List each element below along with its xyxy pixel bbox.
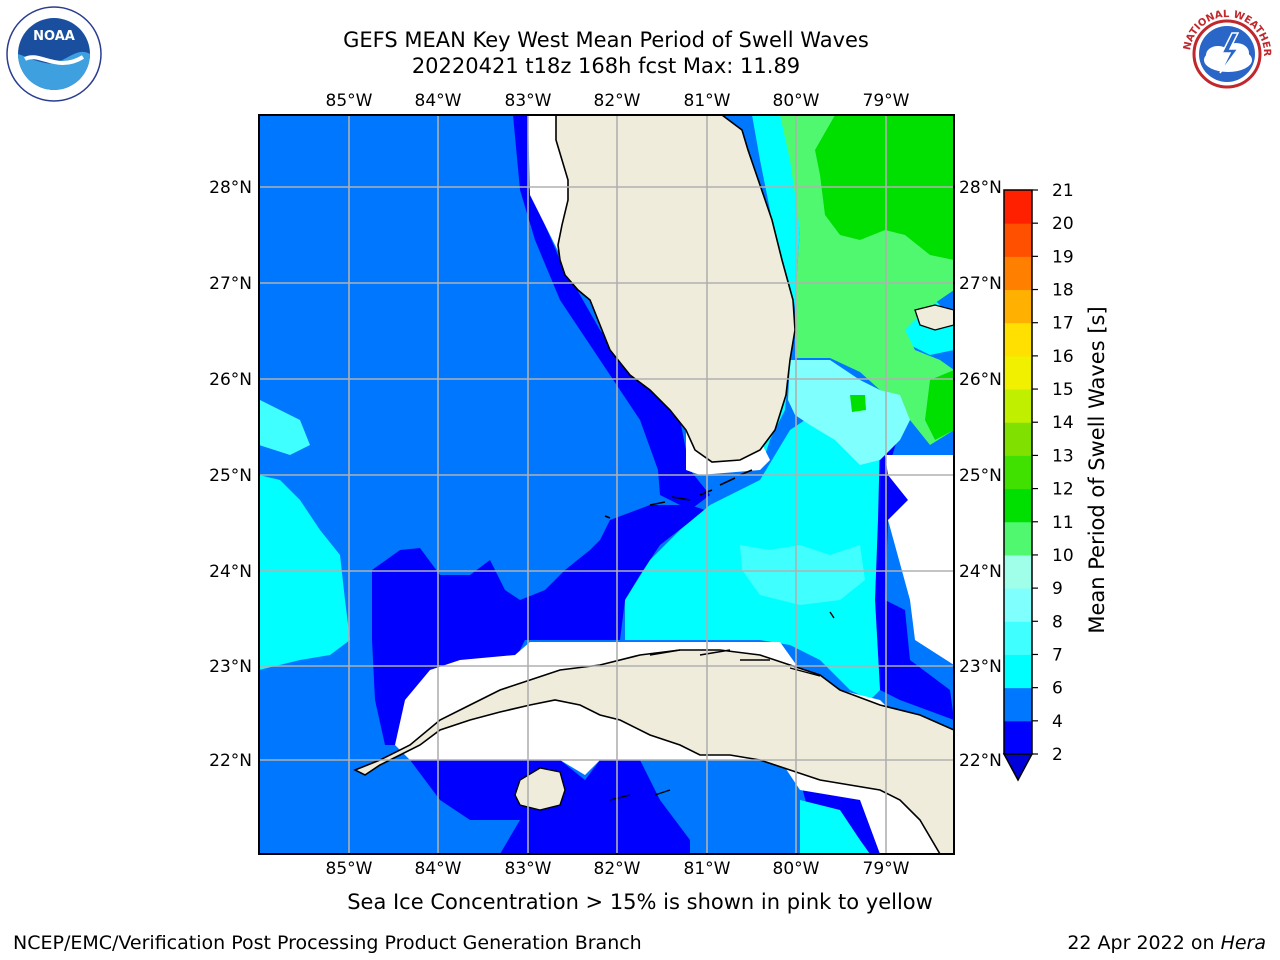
colorbar-tick-label: 19 [1052,247,1074,267]
colorbar-tick-label: 17 [1052,314,1074,334]
lon-label-bottom: 83°W [505,859,552,879]
lon-label-top: 84°W [415,91,462,111]
colorbar-tick-label: 13 [1052,446,1074,466]
lat-label-left: 24°N [209,562,252,582]
colorbar-tick-label: 4 [1052,712,1063,732]
lon-label-bottom: 81°W [684,859,731,879]
colorbar-segment [1004,554,1032,589]
colorbar-tick-label: 7 [1052,645,1063,665]
colorbar-segment [1004,687,1032,722]
lat-label-left: 27°N [209,274,252,294]
footer-credit: NCEP/EMC/Verification Post Processing Pr… [13,932,642,954]
lon-label-bottom: 85°W [326,859,373,879]
colorbar-tick-label: 20 [1052,214,1074,234]
colorbar-segment [1004,322,1032,357]
lat-label-right: 28°N [959,178,1002,198]
swell-cyan-west [259,475,350,670]
land-cuba-south-cays [609,789,671,801]
colorbar-segment [1004,455,1032,490]
lat-label-right: 25°N [959,466,1002,486]
colorbar-tick-label: 8 [1052,612,1063,632]
swell-lightcyan-straits [740,545,865,605]
colorbar-label: Mean Period of Swell Waves [s] [1085,306,1109,634]
lat-label-left: 28°N [209,178,252,198]
land-cuba-north-cays [649,611,835,677]
lat-label-right: 22°N [959,751,1002,771]
colorbar-segment [1004,256,1032,291]
colorbar-tick-label: 15 [1052,380,1074,400]
lon-label-top: 81°W [684,91,731,111]
colorbar-tick-label: 16 [1052,347,1074,367]
colorbar-tick-label: 10 [1052,546,1074,566]
map-frame [258,114,955,855]
noaa-logo-text: NOAA [33,29,75,44]
footer-date-text: 22 Apr 2022 on [1067,932,1221,954]
map-plot-area [259,115,954,854]
colorbar-segment [1004,223,1032,257]
land-keys [604,469,753,519]
nws-logo: NATIONAL WEATHER SERVICE [1178,5,1274,101]
colorbar-segment [1004,654,1032,689]
lat-label-right: 27°N [959,274,1002,294]
swell-green-dark-2 [925,370,954,440]
swell-darkblue-cuba [372,505,705,745]
land-bahamas [914,304,954,331]
swell-lightcyan-northeast [788,360,915,465]
map-graticule [259,115,954,854]
colorbar-segment [1004,521,1032,556]
lon-label-top: 82°W [594,91,641,111]
lat-label-left: 22°N [209,751,252,771]
colorbar-tick-label: 6 [1052,679,1063,699]
lon-label-bottom: 79°W [863,859,910,879]
lat-label-left: 26°N [209,370,252,390]
colorbar-frame [1003,189,1033,755]
lon-label-top: 80°W [773,91,820,111]
lon-label-bottom: 82°W [594,859,641,879]
noaa-logo: NOAA [6,6,102,102]
swell-darkblue-westcoast [513,115,710,510]
lat-label-left: 25°N [209,466,252,486]
colorbar-segment [1004,720,1032,755]
colorbar-tick-label: 12 [1052,480,1074,500]
colorbar-segment [1004,190,1032,224]
chart-title: GEFS MEAN Key West Mean Period of Swell … [343,28,869,52]
lat-label-right: 24°N [959,562,1002,582]
colorbar-tick-label: 9 [1052,579,1063,599]
colorbar-segment [1004,488,1032,523]
lat-label-left: 23°N [209,657,252,677]
lat-label-right: 26°N [959,370,1002,390]
chart-subtitle: 20220421 t18z 168h fcst Max: 11.89 [411,54,801,78]
colorbar-under-extension [1002,753,1034,782]
colorbar-tick-label: 2 [1052,745,1063,765]
lon-label-top: 83°W [505,91,552,111]
colorbar [1002,189,1034,782]
land-florida [555,115,796,463]
swell-green-dark-3 [850,395,866,412]
colorbar-segment [1004,621,1032,655]
nodata-bahamas [885,455,954,665]
colorbar-tick-label: 11 [1052,513,1074,533]
footer-host: Hera [1220,932,1266,954]
footer-date: 22 Apr 2022 on Hera [1067,932,1266,954]
colorbar-tick-label: 14 [1052,413,1074,433]
lon-label-bottom: 84°W [415,859,462,879]
colorbar-segment [1004,289,1032,324]
colorbar-segment [1004,588,1032,622]
lon-label-top: 85°W [326,91,373,111]
colorbar-tick-label: 18 [1052,281,1074,301]
colorbar-segment [1004,422,1032,456]
lon-label-top: 79°W [863,91,910,111]
colorbar-segment [1004,389,1032,423]
lat-label-right: 23°N [959,657,1002,677]
colorbar-segment [1004,355,1032,390]
swell-cyan-southeast [800,800,870,854]
lon-label-bottom: 80°W [773,859,820,879]
colorbar-tick-label: 21 [1052,181,1074,201]
swell-lightcyan-gulf [259,400,310,455]
land-cuba [353,649,954,854]
sea-ice-note: Sea Ice Concentration > 15% is shown in … [347,890,933,914]
swell-darkblue-east [875,400,954,720]
